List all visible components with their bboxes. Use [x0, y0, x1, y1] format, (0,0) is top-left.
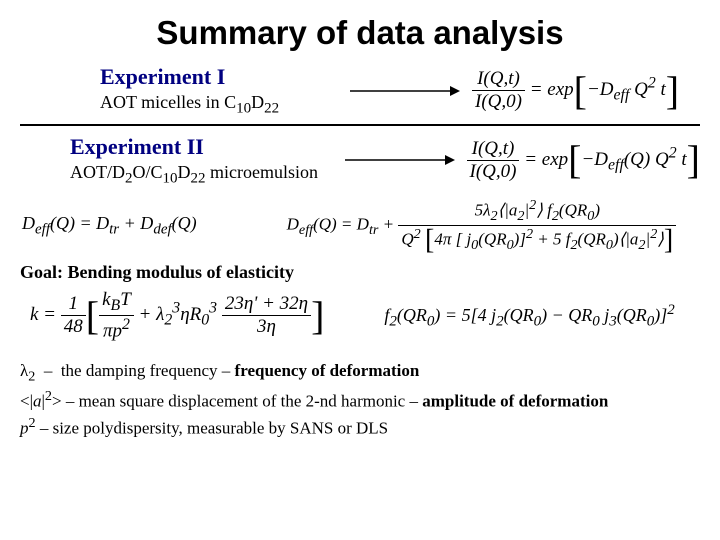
goal-text: Goal: Bending modulus of elasticity: [20, 262, 700, 283]
deff-right: Deff(Q) = Dtr + 5λ2⟨|a2|2⟩ f2(QR0)Q2 [4π…: [287, 197, 677, 254]
eq1: I(Q,t)I(Q,0) = exp[−Deff Q2 t]: [472, 68, 679, 113]
arrow-icon: [345, 150, 455, 170]
k-f2-row: k = 148[kBTπp2 + λ23ηR03 23η' + 32η3η] f…: [20, 289, 700, 342]
divider: [20, 124, 700, 126]
f2-eq: f2(QR0) = 5[4 j2(QR0) − QR0 j3(QR0)]2: [384, 302, 674, 331]
slide-title: Summary of data analysis: [20, 14, 700, 52]
def-a2: <|a|2> – mean square displacement of the…: [20, 387, 700, 414]
eq2: I(Q,t)I(Q,0) = exp[−Deff(Q) Q2 t]: [467, 138, 700, 183]
deff-row: Deff(Q) = Dtr + Ddef(Q) Deff(Q) = Dtr + …: [20, 197, 700, 254]
experiment-2-row: Experiment II AOT/D2O/C10D22 microemulsi…: [20, 134, 700, 188]
k-eq: k = 148[kBTπp2 + λ23ηR03 23η' + 32η3η]: [30, 289, 324, 342]
deff-left: Deff(Q) = Dtr + Ddef(Q): [22, 213, 197, 239]
arrow-icon: [350, 81, 460, 101]
exp2-heading: Experiment II: [70, 134, 345, 160]
experiment-1-row: Experiment I AOT micelles in C10D22 I(Q,…: [20, 64, 700, 118]
def-p2: p2 – size polydispersity, measurable by …: [20, 414, 700, 441]
exp2-sub: AOT/D2O/C10D22 microemulsion: [70, 162, 345, 188]
def-lambda2: λ2 – the damping frequency – frequency o…: [20, 360, 700, 387]
exp1-sub: AOT micelles in C10D22: [100, 92, 350, 118]
exp1-heading: Experiment I: [100, 64, 350, 90]
definitions: λ2 – the damping frequency – frequency o…: [20, 360, 700, 440]
